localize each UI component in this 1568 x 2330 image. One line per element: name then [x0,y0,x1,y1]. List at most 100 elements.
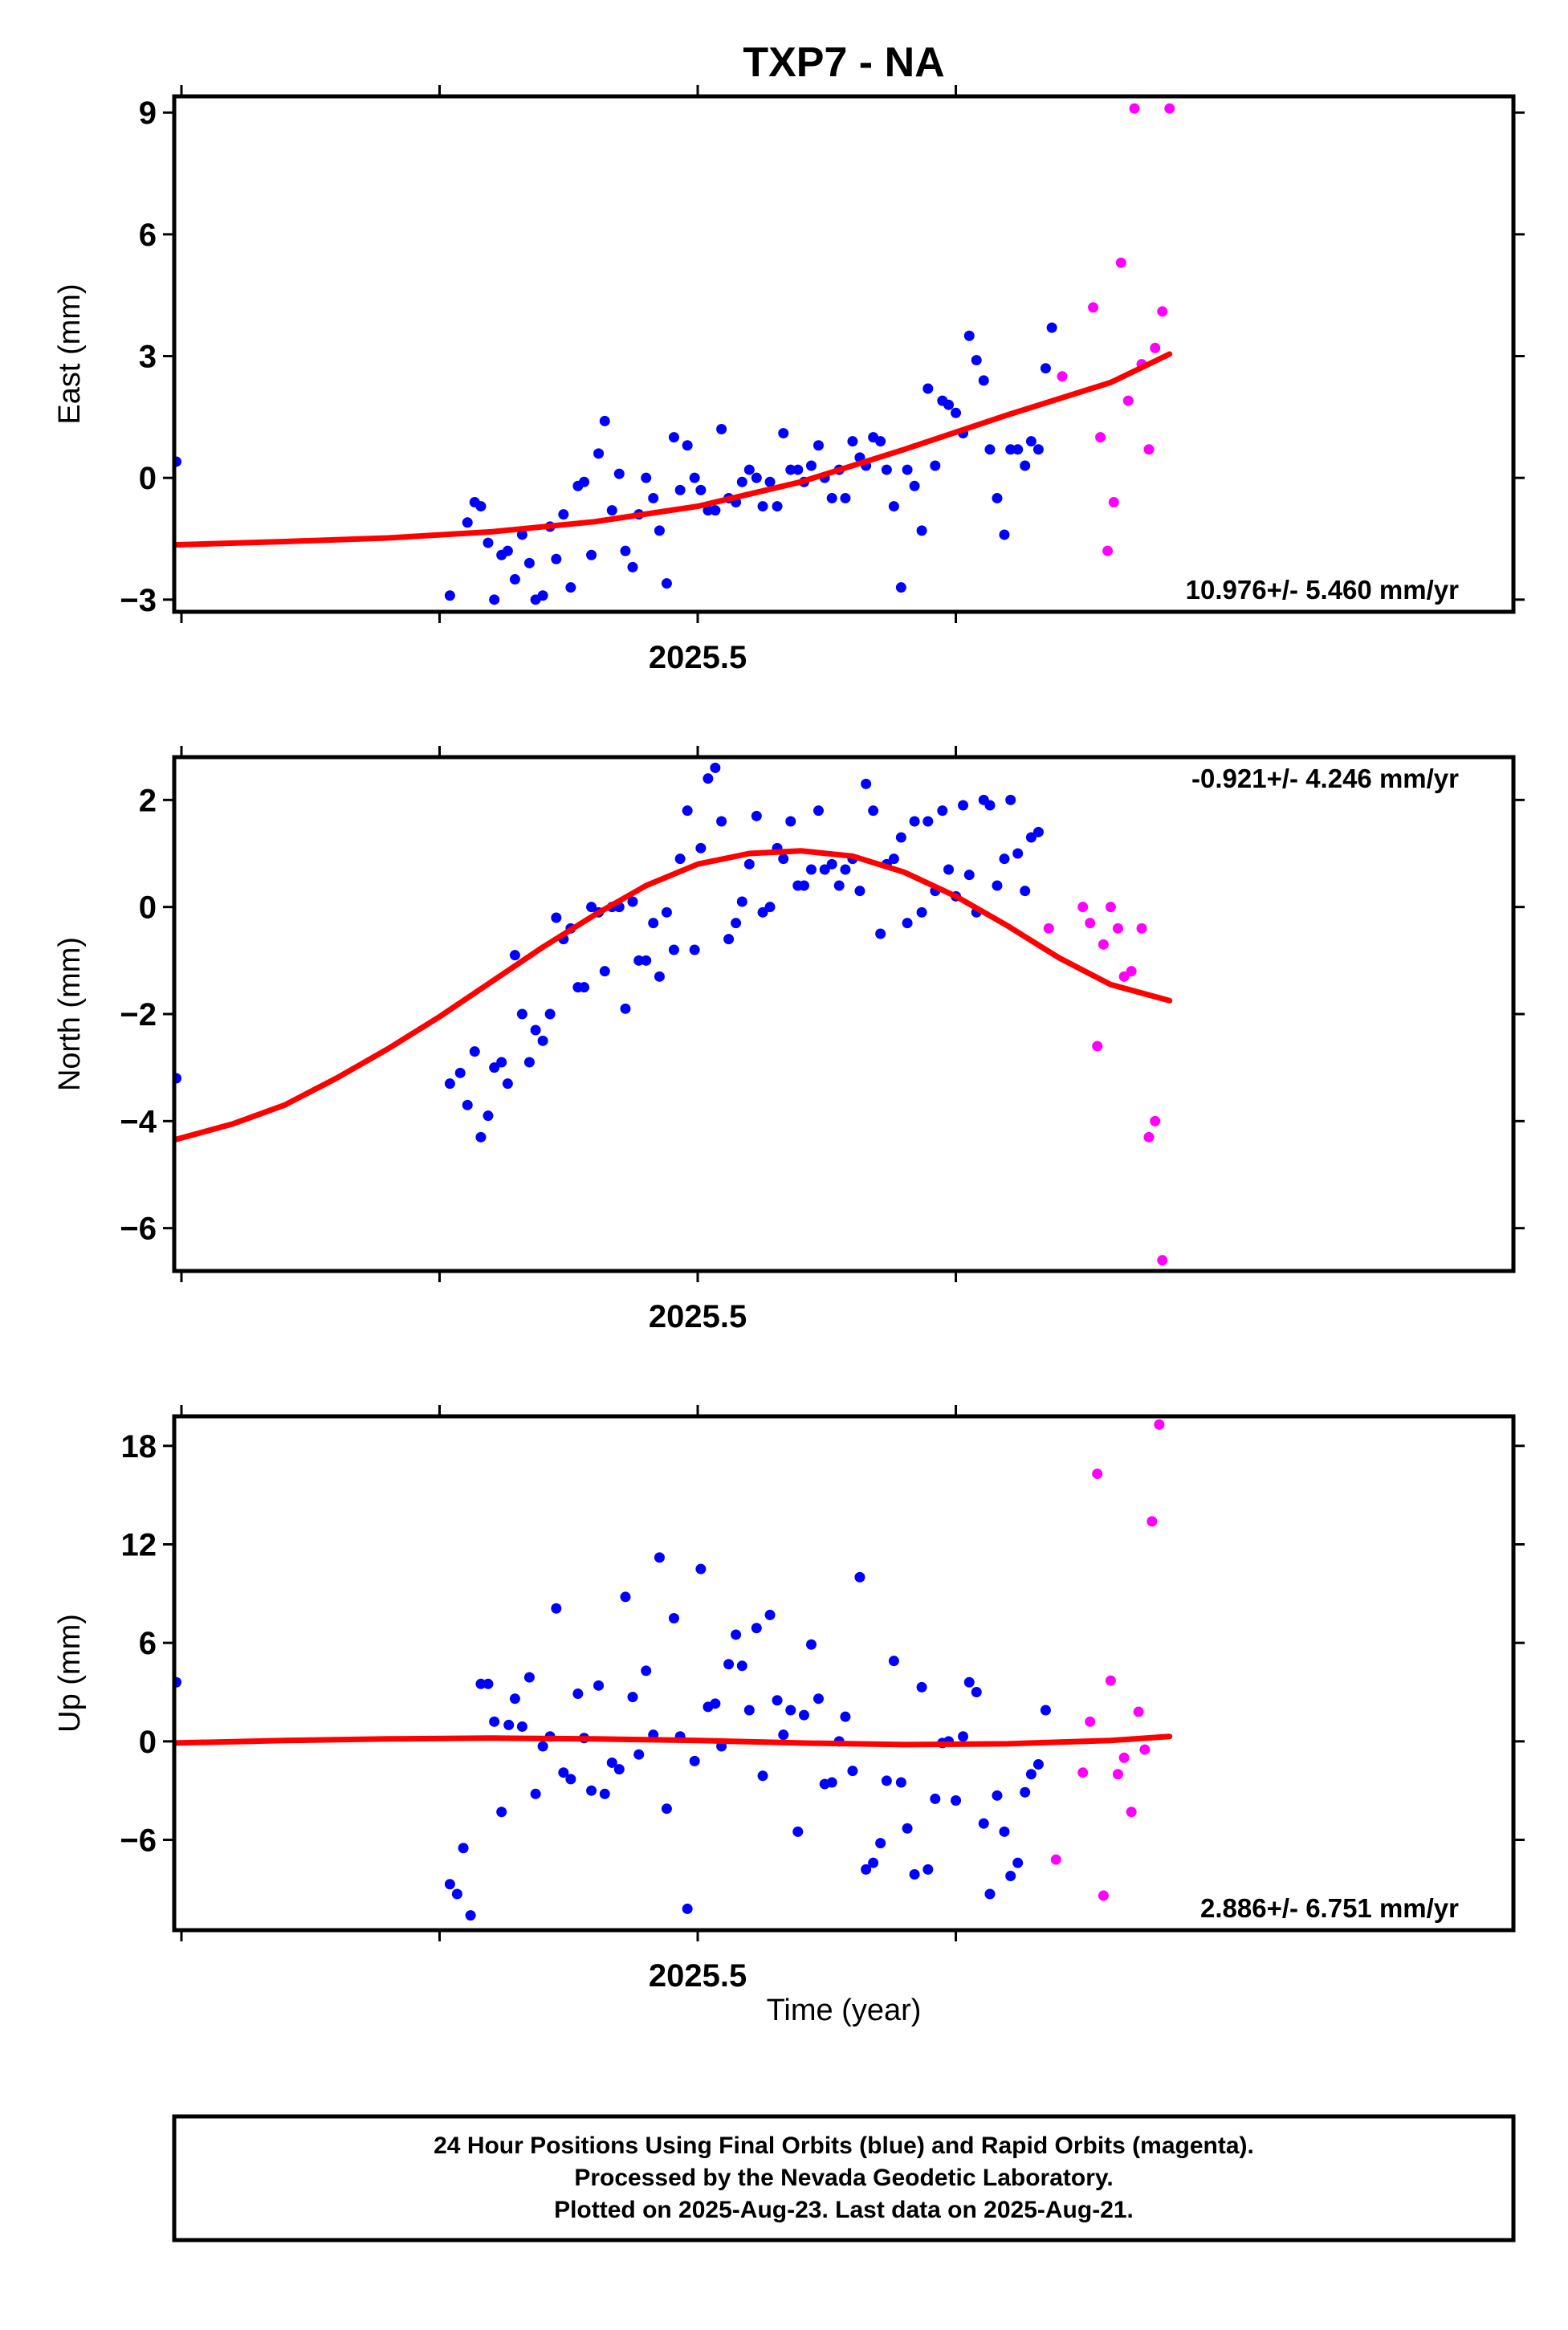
rapid-point [1102,545,1114,556]
final-point [861,778,872,789]
final-point [530,1788,541,1799]
final-point [502,545,513,556]
final-point [868,805,879,817]
final-point [454,1067,466,1078]
final-point [992,1790,1003,1801]
final-point [565,582,576,593]
final-point [627,561,638,572]
final-point [943,864,955,875]
final-point [992,880,1003,891]
final-point [1040,363,1051,374]
final-point [909,480,920,491]
rapid-point [1108,497,1119,508]
rapid-point [1150,342,1161,353]
y-tick-label: 3 [139,340,157,375]
final-point [805,460,817,471]
final-point [654,525,665,536]
rapid-point [1136,923,1147,934]
y-tick-label: −4 [120,1104,157,1139]
final-point [1005,794,1016,805]
y-tick-label: 12 [121,1527,157,1562]
final-point [875,436,886,447]
final-point [1020,460,1031,471]
final-point [674,484,686,495]
final-point [888,1656,899,1667]
rapid-point [1143,1131,1155,1143]
figure-title: TXP7 - NA [743,39,944,86]
final-point [586,549,597,560]
rapid-point [1112,1769,1123,1780]
final-point [537,1741,548,1752]
final-point [731,918,742,929]
final-point [620,1003,631,1014]
final-point [620,545,631,556]
final-point [743,464,755,475]
final-point [909,816,920,827]
final-point [579,982,590,993]
final-point [916,1681,927,1693]
final-point [444,1879,455,1890]
final-point [819,864,830,875]
final-point [496,1057,507,1068]
final-point [695,842,707,853]
final-point [579,476,590,487]
final-point [999,1826,1010,1837]
final-point [833,880,845,891]
plot-frame [172,1414,1516,1933]
footer-frame [172,2114,1516,2242]
final-point [792,1826,804,1837]
rapid-point [1077,902,1089,913]
final-point [902,464,913,475]
plot-frame [172,755,1516,1273]
final-point [483,537,494,548]
rapid-point [1146,1516,1158,1527]
final-point [854,1571,865,1583]
final-point [509,950,520,961]
final-point [689,944,700,955]
final-point [943,399,955,410]
rapid-point [1112,923,1123,934]
x-tick-label: 2025.5 [649,1958,747,1994]
final-point [764,1609,776,1620]
final-point [661,578,672,589]
final-point [992,492,1003,503]
final-point [462,517,473,528]
rate-annotation: 10.976+/- 5.460 mm/yr [1186,575,1459,605]
final-point [444,1078,455,1090]
final-point [881,464,892,475]
final-point [847,436,858,447]
footer-box: 24 Hour Positions Using Final Orbits (bl… [172,2114,1516,2242]
final-point [971,1687,982,1698]
final-point [509,1693,520,1705]
final-point [922,816,934,827]
final-point [854,886,865,897]
final-point [682,1903,693,1914]
rapid-point [1057,371,1068,382]
final-point [805,1639,817,1650]
final-point [963,330,975,341]
final-point [593,1680,605,1691]
final-point [723,1659,735,1670]
y-axis-label: East (mm) [53,283,87,424]
final-point [757,501,768,512]
final-point [731,1629,742,1640]
rapid-point [1157,306,1168,317]
final-point [633,955,645,966]
final-point [1012,848,1024,859]
final-point [930,1793,941,1804]
final-point [565,1774,576,1785]
fit-line [174,351,1173,548]
final-point [1005,444,1016,455]
final-point [785,464,796,475]
final-point [593,448,605,459]
final-point [1025,832,1037,843]
footer-line-3: Plotted on 2025-Aug-23. Last data on 202… [554,2197,1134,2223]
rapid-point [1143,444,1155,455]
final-point [509,574,520,585]
final-point [958,800,969,811]
final-point [523,1057,535,1068]
y-tick-label: 18 [121,1429,157,1464]
rapid-point [1043,923,1054,934]
rapid-point [1105,1675,1116,1686]
final-point [922,1864,934,1875]
